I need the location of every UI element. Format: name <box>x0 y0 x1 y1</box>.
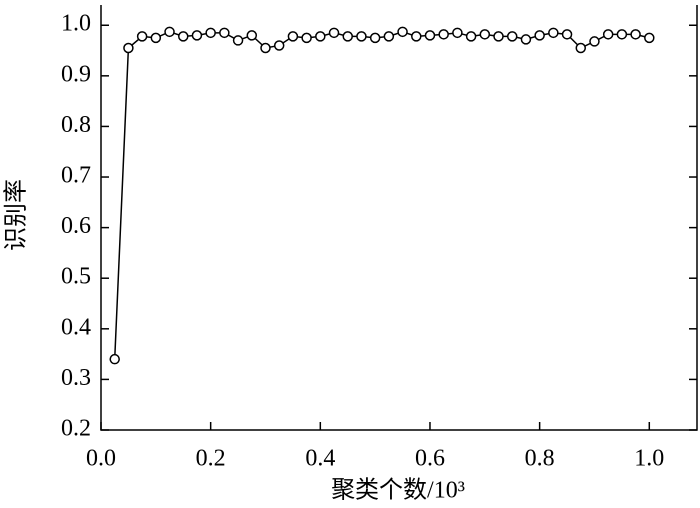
point <box>136 31 148 42</box>
point <box>452 27 463 39</box>
x-tick-label: 0.6 <box>415 446 445 472</box>
point <box>205 27 216 39</box>
point <box>411 31 422 42</box>
point <box>232 35 244 46</box>
point <box>315 31 326 42</box>
point <box>438 29 449 40</box>
point <box>424 30 436 41</box>
point <box>534 30 545 41</box>
point <box>219 27 230 39</box>
x-tick-label: 0.4 <box>305 446 335 472</box>
point <box>589 36 600 47</box>
point <box>465 31 477 42</box>
y-tick-label: 1.0 <box>61 11 91 37</box>
point <box>123 42 134 54</box>
point <box>561 29 573 40</box>
y-tick-label: 0.2 <box>61 416 91 442</box>
point <box>246 30 258 41</box>
y-tick-label: 0.9 <box>61 61 91 87</box>
x-axis-label: 聚类个数/10³ <box>331 477 465 504</box>
x-tick-label: 0.8 <box>525 446 555 472</box>
y-tick-label: 0.3 <box>61 365 91 391</box>
point <box>630 29 641 40</box>
point <box>273 40 285 51</box>
point <box>150 32 162 44</box>
point <box>191 30 203 41</box>
y-tick-label: 0.8 <box>61 112 91 138</box>
point <box>616 29 628 40</box>
point <box>644 32 655 44</box>
x-tick-label: 1.0 <box>634 446 664 472</box>
y-tick-label: 0.7 <box>61 163 91 189</box>
x-tick-label: 0.0 <box>86 446 116 472</box>
axis-frame <box>100 5 698 431</box>
point <box>260 42 271 54</box>
point <box>548 27 559 39</box>
point <box>342 31 353 42</box>
x-tick-label: 0.2 <box>196 446 226 472</box>
point <box>602 29 614 40</box>
point <box>177 31 189 42</box>
point <box>520 34 532 45</box>
point <box>493 31 504 42</box>
y-tick-label: 0.4 <box>61 314 91 340</box>
point <box>109 353 120 365</box>
point <box>479 29 491 40</box>
point <box>575 42 587 54</box>
point <box>164 26 175 38</box>
y-axis-label: 识别率 <box>3 179 30 251</box>
point <box>397 26 408 38</box>
y-tick-label: 0.5 <box>61 264 91 290</box>
series-line <box>113 31 650 360</box>
point <box>287 31 299 42</box>
point <box>356 31 367 42</box>
point <box>301 32 312 44</box>
point <box>506 31 518 42</box>
y-tick-label: 0.6 <box>61 213 91 239</box>
point <box>383 31 395 42</box>
point <box>369 32 381 44</box>
point <box>328 27 340 39</box>
